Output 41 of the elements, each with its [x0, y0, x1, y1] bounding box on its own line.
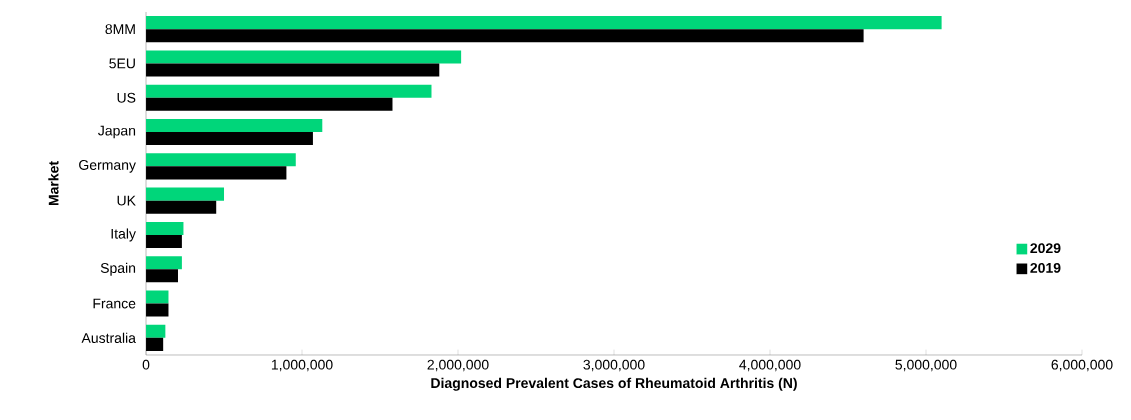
y-axis-title: Market: [48, 161, 59, 206]
y-tick-label: Japan: [98, 125, 136, 139]
bar: [146, 324, 166, 338]
y-tick-label: Germany: [79, 160, 136, 173]
bar: [146, 50, 462, 64]
bar: [146, 303, 169, 317]
bar: [146, 290, 169, 304]
y-tick-label: France: [93, 298, 136, 309]
bar: [146, 16, 942, 30]
y-tick-label: Australia: [81, 332, 136, 343]
x-tick-label: 3,000,000: [583, 359, 645, 372]
bar: [146, 84, 432, 98]
x-tick-label: 0: [142, 359, 150, 370]
bar: [146, 221, 184, 235]
x-tick-label: 5,000,000: [895, 359, 957, 372]
bar: [146, 187, 225, 201]
bar: [146, 132, 313, 146]
bar: [146, 200, 217, 214]
x-tick-label: 1,000,000: [271, 359, 333, 372]
x-tick-label: 4,000,000: [739, 359, 801, 372]
x-axis-title: Diagnosed Prevalent Cases of Rheumatoid Arthritis (N): [431, 377, 797, 391]
bar: [146, 63, 440, 77]
bar: [146, 119, 323, 133]
bar: [146, 234, 182, 248]
bar: [146, 97, 393, 111]
y-tick-label: Italy: [111, 228, 136, 242]
y-tick-label: UK: [117, 195, 136, 206]
bar: [146, 256, 182, 270]
legend-label: 2029: [1030, 243, 1061, 254]
y-tick-label: US: [117, 92, 136, 103]
x-tick-label: 2,000,000: [427, 359, 489, 372]
bar: [146, 269, 178, 283]
bar: [146, 153, 296, 167]
y-tick-label: Spain: [100, 262, 136, 276]
bar: [146, 337, 164, 351]
y-tick-label: 5EU: [109, 58, 135, 69]
bar: [146, 29, 864, 43]
y-tick-label: 8MM: [105, 24, 135, 35]
x-tick-label: 6,000,000: [1051, 359, 1113, 372]
bar: [146, 166, 287, 180]
legend-label: 2019: [1030, 262, 1061, 273]
